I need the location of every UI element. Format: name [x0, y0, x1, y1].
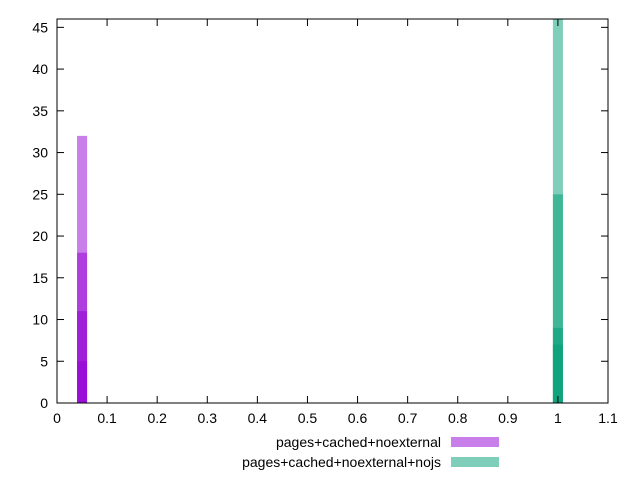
- y-tick-label: 25: [32, 186, 48, 202]
- x-tick-label: 0.6: [348, 410, 368, 426]
- y-tick-label: 5: [40, 353, 48, 369]
- x-tick-label: 0.3: [198, 410, 218, 426]
- bar-series-1-1: [552, 194, 563, 403]
- x-tick-label: 0.5: [298, 410, 318, 426]
- x-tick-label: 1: [554, 410, 562, 426]
- y-tick-label: 45: [32, 19, 48, 35]
- x-tick-label: 0.1: [97, 410, 117, 426]
- ticks-layer: 0 0.1 0.2 0.3 0.4 0.5 0.6 0.7 0.8 0.9 1 1.1 0 5 10 15 20…: [32, 19, 618, 426]
- legend: pages+cached+noexternal pages+cached+noe…: [242, 434, 499, 470]
- y-tick-label: 30: [32, 145, 48, 161]
- plot-frame: [56, 18, 609, 404]
- x-tick-label: 0.4: [248, 410, 268, 426]
- x-tick-label: 0.2: [147, 410, 167, 426]
- legend-label-series-1: pages+cached+noexternal+nojs: [242, 454, 441, 470]
- legend-swatch-series-0: [451, 437, 499, 447]
- bars-layer: [77, 19, 563, 403]
- x-tick-label: 0.8: [448, 410, 468, 426]
- y-tick-label: 10: [32, 312, 48, 328]
- x-tick-label: 0.7: [398, 410, 418, 426]
- bar-series-0-2: [77, 311, 88, 403]
- legend-label-series-0: pages+cached+noexternal: [276, 434, 441, 450]
- y-tick-label: 15: [32, 270, 48, 286]
- y-tick-label: 35: [32, 103, 48, 119]
- bar-series-1-3: [552, 344, 563, 403]
- bar-series-0-3: [77, 361, 88, 403]
- x-tick-label: 1.1: [598, 410, 618, 426]
- x-tick-label: 0.9: [498, 410, 518, 426]
- legend-swatch-series-1: [451, 457, 499, 467]
- y-tick-label: 0: [40, 395, 48, 411]
- y-tick-label: 40: [32, 61, 48, 77]
- y-tick-label: 20: [32, 228, 48, 244]
- x-tick-label: 0: [53, 410, 61, 426]
